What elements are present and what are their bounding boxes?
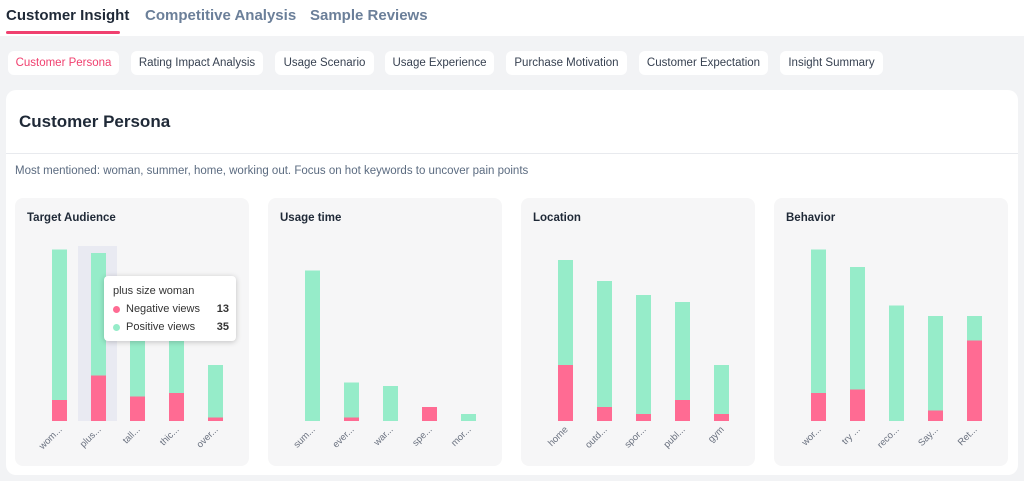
subtab-purchase-motivation[interactable]: Purchase Motivation [506,51,627,75]
bar-negative[interactable] [850,390,865,422]
bar-negative[interactable] [169,393,184,421]
tooltip-label: Positive views [126,321,217,333]
bar-negative[interactable] [636,414,651,421]
bar-positive[interactable] [383,386,398,421]
tab-customer-insight[interactable]: Customer Insight [6,7,129,24]
bar-negative[interactable] [208,418,223,422]
tooltip-label: Negative views [126,303,217,315]
subtab-customer-expectation[interactable]: Customer Expectation [639,51,768,75]
x-tick-label: thic... [158,424,182,448]
section-title: Customer Persona [19,112,170,132]
bar-positive[interactable] [169,341,184,394]
x-tick-label: outd... [583,424,609,450]
subtab-usage-scenario[interactable]: Usage Scenario [275,51,374,75]
x-tick-label: ever... [331,424,357,450]
bar-positive[interactable] [597,281,612,407]
bar-positive[interactable] [636,295,651,414]
bar-positive[interactable] [52,250,67,401]
tooltip-value: 35 [217,321,229,333]
tooltip-row-positive: Positive views 35 [113,320,229,334]
x-tick-label: over... [195,424,221,450]
x-tick-label: wor... [799,424,824,449]
bar-positive[interactable] [461,414,476,421]
bar-positive[interactable] [208,365,223,418]
section-summary: Most mentioned: woman, summer, home, wor… [15,165,528,177]
tab-competitive-analysis[interactable]: Competitive Analysis [145,7,296,24]
subtab-rating-impact-analysis[interactable]: Rating Impact Analysis [131,51,263,75]
bar-negative[interactable] [422,407,437,421]
bar-negative[interactable] [91,376,106,422]
bar-negative[interactable] [928,411,943,422]
bar-negative[interactable] [344,418,359,422]
bar-positive[interactable] [344,383,359,418]
negative-legend-dot-icon [113,306,120,313]
bar-negative[interactable] [597,407,612,421]
x-tick-label: publ... [662,424,688,450]
bar-positive[interactable] [811,250,826,394]
x-tick-label: reco... [875,424,901,450]
subtab-usage-experience[interactable]: Usage Experience [385,51,494,75]
x-tick-label: tall... [121,424,143,446]
bar-negative[interactable] [558,365,573,421]
tooltip-value: 13 [217,303,229,315]
location-chart[interactable]: home outd... spor... publ... gym [521,198,755,466]
bar-positive[interactable] [850,267,865,390]
x-tick-label: sum... [292,424,318,450]
tooltip-title: plus size woman [113,285,194,297]
bar-negative[interactable] [967,341,982,422]
bar-negative[interactable] [130,397,145,422]
x-tick-label: mor... [449,424,474,449]
x-tick-label: wom... [36,424,64,452]
bar-negative[interactable] [811,393,826,421]
top-tab-bar: Customer Insight Competitive Analysis Sa… [0,0,1024,36]
active-tab-indicator [6,31,120,34]
subtab-customer-persona[interactable]: Customer Persona [8,51,119,75]
chart-panel-location: Location home outd... spor... publ... gym [521,198,755,466]
bar-positive[interactable] [967,316,982,341]
bar-positive[interactable] [558,260,573,365]
x-tick-label: gym [706,424,727,445]
usage-time-chart[interactable]: sum... ever... war... spe... mor... [268,198,502,466]
chart-tooltip: plus size woman Negative views 13 Positi… [104,276,236,341]
bar-positive[interactable] [889,306,904,422]
x-tick-label: Ret... [956,424,980,448]
bar-positive[interactable] [675,302,690,400]
bar-positive[interactable] [305,271,320,422]
x-tick-label: spor... [623,424,649,450]
bar-negative[interactable] [675,400,690,421]
tab-sample-reviews[interactable]: Sample Reviews [310,7,428,24]
tooltip-row-negative: Negative views 13 [113,302,229,316]
positive-legend-dot-icon [113,324,120,331]
x-tick-label: war... [371,424,396,449]
x-tick-label: spe... [410,424,434,448]
section-divider [6,153,1018,154]
x-tick-label: plus... [78,424,104,450]
chart-panel-behavior: Behavior wor... try ... reco... Say... Ret..… [774,198,1008,466]
behavior-chart[interactable]: wor... try ... reco... Say... Ret... [774,198,1008,466]
x-tick-label: Say... [916,424,940,448]
x-tick-label: home [546,424,571,449]
chart-panel-usage-time: Usage time sum... ever... war... spe... mor.… [268,198,502,466]
subtab-insight-summary[interactable]: Insight Summary [780,51,883,75]
bar-negative[interactable] [52,400,67,421]
bar-positive[interactable] [928,316,943,411]
bar-positive[interactable] [714,365,729,414]
bar-negative[interactable] [714,414,729,421]
x-tick-label: try ... [840,424,863,447]
